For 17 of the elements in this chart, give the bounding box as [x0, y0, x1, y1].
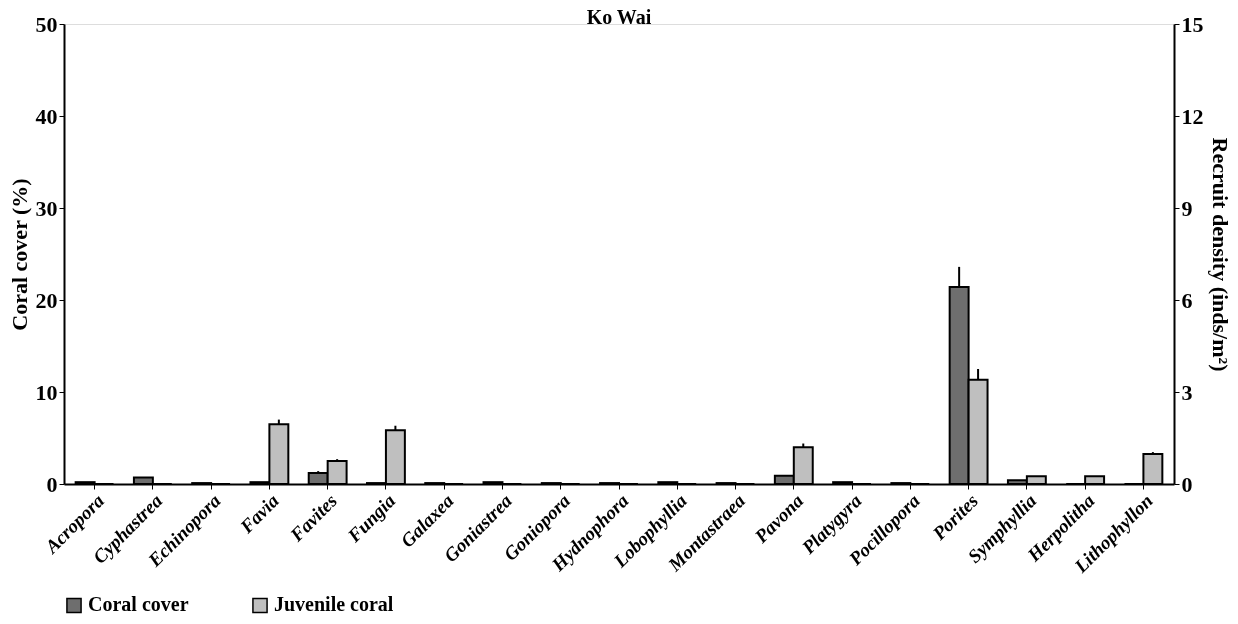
y-axis-title: Coral cover (%): [6, 178, 32, 331]
y2-axis-title: Recruit density (inds/m²): [1207, 137, 1233, 372]
y-tick-label: 20: [35, 287, 58, 313]
y-tick-label: 10: [35, 379, 58, 405]
chart-title: Ko Wai: [586, 6, 652, 28]
legend-label: Juvenile coral: [274, 593, 394, 616]
y2-tick-label: 3: [1181, 379, 1193, 405]
y-tick-label: 0: [46, 471, 58, 497]
y-tick-label: 40: [35, 103, 58, 129]
y2-tick-label: 12: [1181, 103, 1204, 129]
y2-tick-label: 6: [1181, 287, 1193, 313]
y2-tick-label: 0: [1181, 471, 1193, 497]
y2-tick-label: 9: [1181, 195, 1193, 221]
y-tick-label: 30: [35, 195, 58, 221]
y2-tick-label: 15: [1181, 11, 1204, 37]
y-tick-label: 50: [35, 11, 58, 37]
legend-label: Coral cover: [88, 593, 189, 616]
